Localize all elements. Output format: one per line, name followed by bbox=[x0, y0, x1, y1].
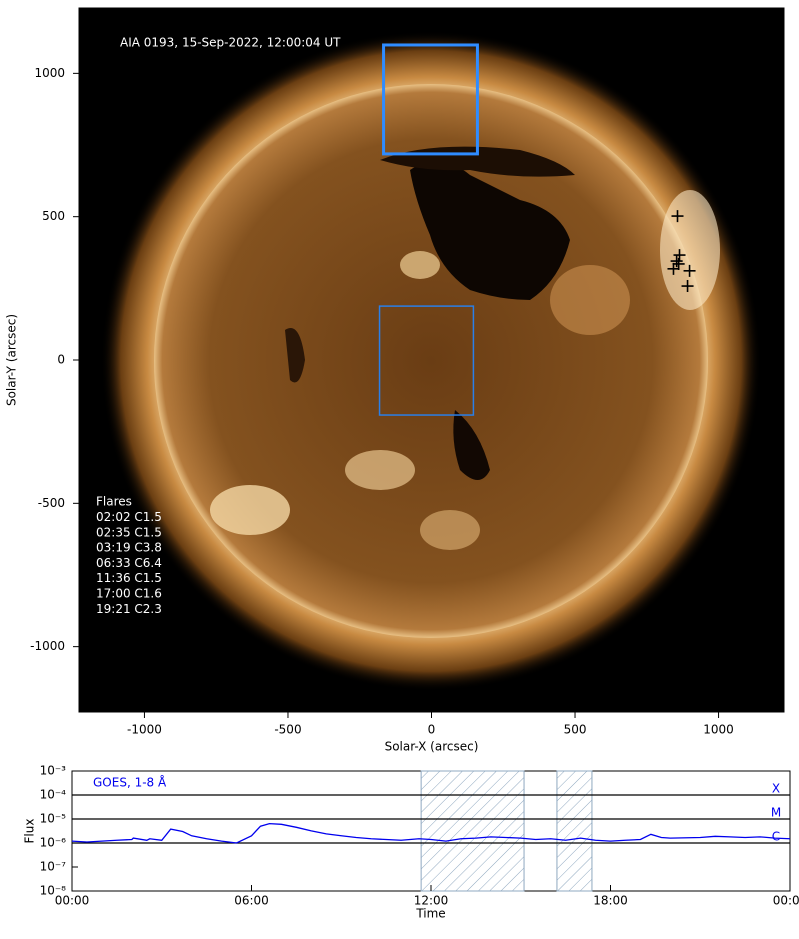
flare-marker bbox=[672, 257, 685, 270]
class-label: X bbox=[772, 782, 780, 796]
y-tick-label: 10⁻⁷ bbox=[40, 860, 67, 874]
image-title: AIA 0193, 15-Sep-2022, 12:00:04 UT bbox=[120, 36, 341, 50]
y-tick-label: 10⁻⁴ bbox=[40, 788, 67, 802]
flare-entry: 19:21 C2.3 bbox=[96, 602, 162, 616]
y-tick-label: 500 bbox=[42, 209, 65, 223]
flare-entry: 02:02 C1.5 bbox=[96, 510, 162, 524]
class-label: M bbox=[771, 806, 781, 820]
x-tick-label: 0 bbox=[428, 723, 436, 737]
annotation: GOES, 1-8 Å bbox=[93, 775, 167, 790]
y-tick-label: 0 bbox=[57, 353, 65, 367]
flare-entry: 17:00 C1.6 bbox=[96, 587, 162, 601]
region-box bbox=[382, 43, 479, 156]
x-axis-title: Solar-X (arcsec) bbox=[385, 740, 479, 754]
flare-marker bbox=[673, 249, 686, 262]
flares-title: Flares bbox=[96, 495, 132, 509]
y-tick-label: 10⁻⁸ bbox=[40, 884, 67, 898]
y-axis-title: Solar-Y (arcsec) bbox=[5, 314, 19, 406]
y-tick-label: -500 bbox=[38, 496, 65, 510]
shaded-interval bbox=[556, 770, 593, 892]
y-tick-label: 10⁻³ bbox=[40, 764, 67, 778]
x-tick-label: 500 bbox=[564, 723, 587, 737]
x-tick-label: 1000 bbox=[703, 723, 734, 737]
flare-entry: 02:35 C1.5 bbox=[96, 525, 162, 539]
flare-marker bbox=[683, 264, 696, 277]
x-tick-label: 00:00 bbox=[55, 894, 90, 908]
solar-panel: -1000 -500 0 500 1000 -1000 -500 0 500 1000 Solar-… bbox=[5, 36, 734, 754]
x-tick-label: 18:00 bbox=[593, 894, 628, 908]
flare-entry: 03:19 C3.8 bbox=[96, 541, 162, 555]
x-tick-label: -500 bbox=[274, 723, 301, 737]
flare-entry: 06:33 C6.4 bbox=[96, 556, 162, 570]
class-label: C bbox=[772, 830, 780, 844]
x-tick-label: 12:00 bbox=[414, 894, 449, 908]
x-tick-label: -1000 bbox=[127, 723, 162, 737]
flare-marker bbox=[667, 262, 680, 275]
y-tick-label: -1000 bbox=[30, 639, 65, 653]
flare-entry: 11:36 C1.5 bbox=[96, 571, 162, 585]
solar-image bbox=[79, 8, 784, 712]
shaded-interval bbox=[420, 770, 525, 892]
flare-marker bbox=[671, 210, 684, 223]
goes-panel: XMC00:0006:0012:0018:0000:0010⁻⁸10⁻⁷10⁻⁶… bbox=[23, 764, 799, 921]
y-tick-label: 10⁻⁵ bbox=[40, 812, 67, 826]
x-tick-label: 06:00 bbox=[234, 894, 269, 908]
x-tick-label: 00:00 bbox=[773, 894, 799, 908]
y-tick-label: 10⁻⁶ bbox=[40, 836, 67, 850]
y-tick-label: 1000 bbox=[34, 66, 65, 80]
flux-line bbox=[71, 822, 791, 844]
flare-marker bbox=[681, 280, 694, 293]
region-box bbox=[378, 305, 475, 416]
y-axis-title: Flux bbox=[23, 819, 37, 844]
flare-marker bbox=[670, 255, 683, 268]
x-axis-title: Time bbox=[415, 907, 445, 921]
